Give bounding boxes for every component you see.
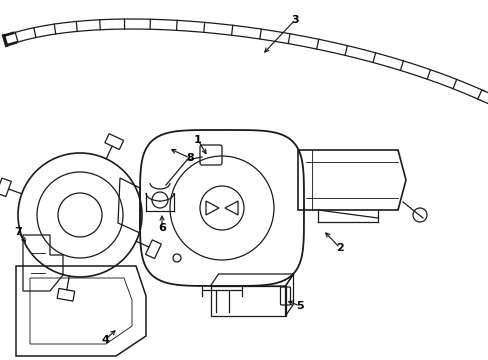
Text: 1: 1 xyxy=(194,135,202,145)
Text: 5: 5 xyxy=(296,301,303,311)
Text: 2: 2 xyxy=(335,243,343,253)
Text: 4: 4 xyxy=(101,335,109,345)
Text: 7: 7 xyxy=(14,227,22,237)
Text: 3: 3 xyxy=(290,15,298,25)
Text: 6: 6 xyxy=(158,223,165,233)
Text: 8: 8 xyxy=(186,153,193,163)
